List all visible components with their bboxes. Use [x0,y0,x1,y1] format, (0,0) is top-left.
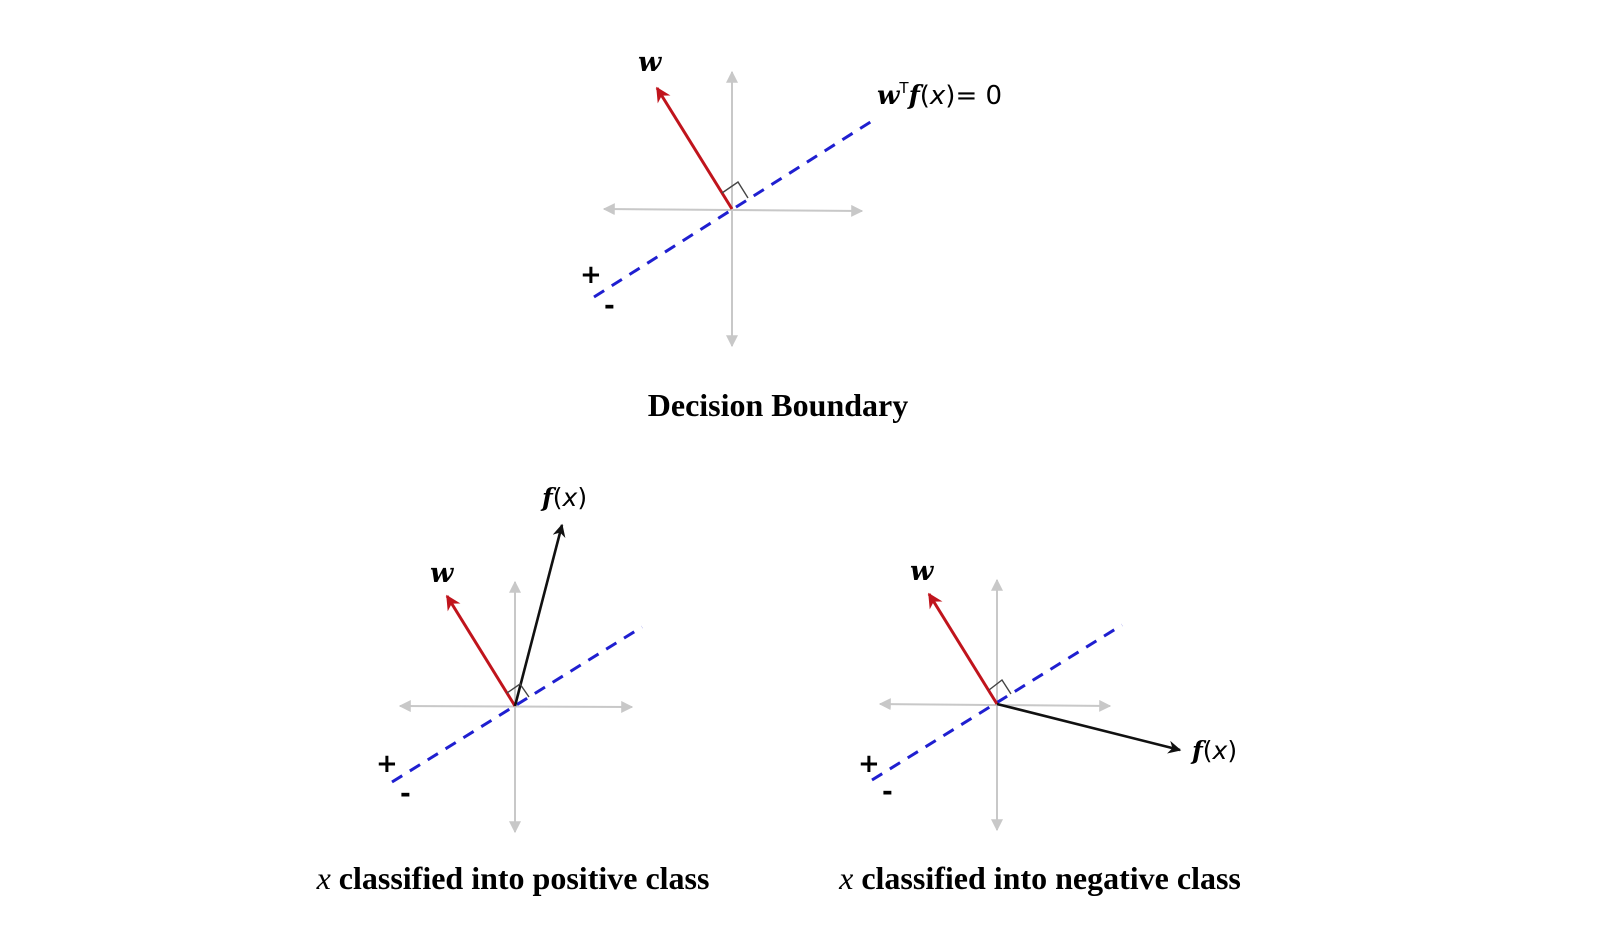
w-vector [445,594,517,707]
f-vector [513,523,566,707]
decision-boundary-line [593,119,873,299]
plus-sign: + [376,749,398,779]
boundary-equation-label: wTf(x)= 0 [877,79,1002,111]
plus-sign: + [580,260,602,290]
f-label: f(x) [1190,736,1237,765]
positive-class-panel: w f(x) + - x classified into positive cl… [316,483,710,896]
panel-caption: Decision Boundary [648,387,908,423]
f-vector [996,702,1182,754]
panel-caption: x classified into negative class [838,860,1241,896]
minus-sign: - [882,777,893,807]
w-vector [927,592,999,705]
minus-sign: - [604,291,615,321]
right-angle-marker [721,181,749,199]
f-label: f(x) [540,483,587,512]
decision-boundary-panel: w wTf(x)= 0 + - Decision Boundary [580,47,1002,423]
negative-class-panel: w f(x) + - x classified into negative cl… [838,556,1241,896]
panel-caption: x classified into positive class [316,860,710,896]
right-angle-marker [506,683,530,698]
minus-sign: - [400,779,411,809]
plus-sign: + [858,749,880,779]
w-label: w [430,558,455,589]
w-label: w [638,47,663,78]
right-angle-marker [988,678,1012,695]
decision-boundary-line [391,625,643,784]
w-label: w [910,556,935,587]
x-axis [878,698,1112,712]
w-vector [655,86,734,210]
